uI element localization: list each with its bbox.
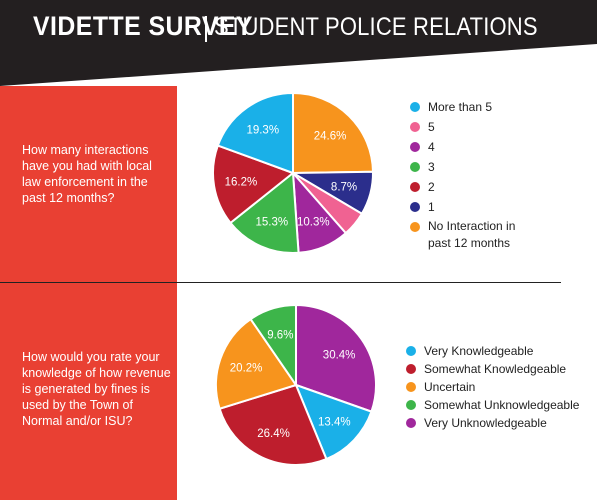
pie-slice-2 bbox=[212, 144, 296, 225]
legend-swatch bbox=[410, 122, 420, 132]
slice-label-2: 16.2% bbox=[225, 176, 258, 188]
legend-swatch bbox=[410, 162, 420, 172]
slice-label-somewhat-knowledgeable: 26.4% bbox=[257, 428, 290, 440]
legend-item-4: 4 bbox=[410, 137, 533, 157]
header-black-wedge bbox=[0, 0, 597, 86]
legend-swatch bbox=[406, 364, 416, 374]
legend-label: Very Unknowledgeable bbox=[424, 416, 547, 430]
page-subtitle: STUDENT POLICE RELATIONS bbox=[214, 13, 538, 41]
legend-item-more-than-5: More than 5 bbox=[410, 97, 533, 117]
legend-swatch bbox=[406, 418, 416, 428]
slice-label-somewhat-unknowledgeable: 9.6% bbox=[267, 330, 293, 342]
legend-label: 2 bbox=[428, 180, 435, 194]
slice-label-uncertain: 20.2% bbox=[230, 363, 263, 375]
question-interactions: How many interactions have you had with … bbox=[22, 143, 152, 205]
legend-item-very-unknowledgeable: Very Unknowledgeable bbox=[406, 414, 579, 432]
section-divider bbox=[0, 282, 561, 283]
pie-chart-interactions: 24.6% 8.7% 10.3% 15.3% 16.2% 19.3% bbox=[212, 91, 375, 254]
legend-swatch bbox=[406, 400, 416, 410]
pie-chart-revenue-knowledge: 30.4% 13.4% 26.4% 20.2% 9.6% bbox=[215, 303, 377, 466]
header-banner: VIDETTE SURVEY STUDENT POLICE RELATIONS bbox=[0, 0, 597, 86]
legend-label: 3 bbox=[428, 160, 435, 174]
legend-swatch bbox=[410, 222, 420, 232]
legend-interactions: More than 5 5 4 3 2 1 No Interaction in past 1… bbox=[410, 97, 533, 252]
legend-revenue-knowledge: Very Knowledgeable Somewhat Knowledgeable… bbox=[406, 342, 579, 432]
page-title: VIDETTE SURVEY bbox=[33, 11, 253, 41]
slice-label-very-knowledgeable: 13.4% bbox=[318, 416, 351, 428]
legend-item-3: 3 bbox=[410, 157, 533, 177]
legend-item-uncertain: Uncertain bbox=[406, 378, 579, 396]
legend-item-very-knowledgeable: Very Knowledgeable bbox=[406, 342, 579, 360]
legend-item-2: 2 bbox=[410, 177, 533, 197]
legend-swatch bbox=[410, 182, 420, 192]
slice-label-1: 8.7% bbox=[331, 182, 357, 194]
legend-item-5: 5 bbox=[410, 117, 533, 137]
slice-label-more-than-5: 19.3% bbox=[246, 125, 279, 137]
legend-swatch bbox=[410, 102, 420, 112]
legend-label: 5 bbox=[428, 120, 435, 134]
legend-label: 1 bbox=[428, 200, 435, 214]
pie-slice-uncertain bbox=[215, 317, 298, 411]
pie-slice-very-unknowledgeable bbox=[295, 303, 377, 413]
pie-slice-somewhat-unknowledgeable bbox=[249, 303, 297, 389]
pie-slice-3 bbox=[229, 171, 300, 254]
pie-slice-somewhat-knowledgeable bbox=[218, 383, 328, 466]
legend-swatch bbox=[410, 202, 420, 212]
legend-label: Very Knowledgeable bbox=[424, 344, 534, 358]
pie-slice-more-than-5 bbox=[216, 91, 294, 175]
legend-item-somewhat-knowledgeable: Somewhat Knowledgeable bbox=[406, 360, 579, 378]
pie-slice-very-knowledgeable bbox=[294, 383, 373, 461]
legend-label: 4 bbox=[428, 140, 435, 154]
legend-label: Somewhat Unknowledgeable bbox=[424, 398, 580, 412]
legend-swatch bbox=[406, 346, 416, 356]
legend-item-no-interaction-in-past-12-months: No Interaction in past 12 months bbox=[410, 217, 533, 252]
legend-label: Uncertain bbox=[424, 380, 476, 394]
slice-label-no-interaction-in-past-12-months: 24.6% bbox=[314, 130, 347, 142]
legend-item-1: 1 bbox=[410, 197, 533, 217]
legend-item-somewhat-unknowledgeable: Somewhat Unknowledgeable bbox=[406, 396, 579, 414]
slice-label-3: 15.3% bbox=[255, 216, 288, 228]
legend-swatch bbox=[406, 382, 416, 392]
legend-swatch bbox=[410, 142, 420, 152]
slice-label-4: 10.3% bbox=[297, 217, 330, 229]
pie-slice-no-interaction-in-past-12-months bbox=[292, 91, 375, 175]
left-red-band bbox=[0, 86, 177, 500]
legend-label: No Interaction in past 12 months bbox=[428, 219, 516, 250]
question-revenue-knowledge: How would you rate your knowledge of how… bbox=[22, 350, 171, 428]
legend-label: Somewhat Knowledgeable bbox=[424, 362, 567, 376]
legend-label: More than 5 bbox=[428, 100, 493, 114]
slice-label-very-unknowledgeable: 30.4% bbox=[323, 350, 356, 362]
title-separator bbox=[205, 16, 207, 42]
header-background bbox=[0, 0, 597, 86]
